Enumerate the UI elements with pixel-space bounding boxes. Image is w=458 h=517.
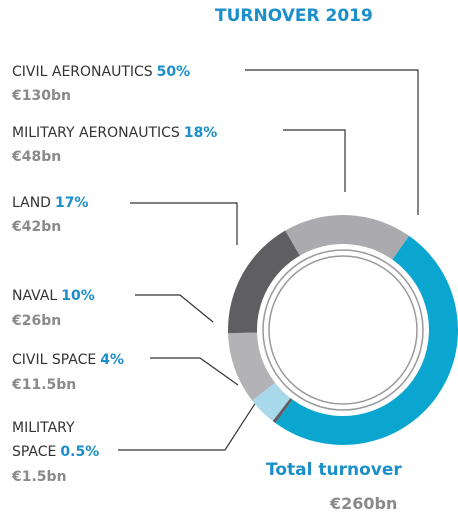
leader-line (283, 129, 346, 192)
leader-line (130, 202, 238, 245)
percent-label: 18% (183, 125, 218, 141)
chart-title: TURNOVER 2019 (215, 6, 373, 26)
category-label: NAVAL 10% (12, 284, 95, 308)
total-label: Total turnover (266, 460, 402, 480)
leader-line (245, 69, 419, 215)
category-label: CIVIL AERONAUTICS 50% (12, 60, 190, 84)
inner-ring (262, 249, 424, 411)
category-name: MILITARY AERONAUTICS (12, 125, 180, 141)
leader-line (135, 294, 214, 323)
percent-label: 50% (156, 64, 191, 80)
category-name: CIVIL AERONAUTICS (12, 64, 153, 80)
amount-label: €42bn (12, 219, 62, 235)
amount-label: €11.5bn (12, 377, 77, 393)
category-label: LAND 17% (12, 191, 88, 215)
category-name: NAVAL (12, 288, 58, 304)
percent-label: 10% (61, 288, 95, 304)
leader-line (118, 401, 257, 451)
donut-segment (252, 382, 291, 421)
amount-label: €1.5bn (12, 469, 67, 485)
amount-label: €26bn (12, 313, 62, 329)
category-name: MILITARY SPACE (12, 420, 75, 460)
inner-ring (268, 255, 418, 405)
category-name: CIVIL SPACE (12, 352, 97, 368)
donut-segment (285, 214, 409, 260)
total-value: €260bn (330, 494, 398, 513)
percent-label: 0.5% (60, 444, 100, 460)
percent-label: 4% (100, 352, 125, 368)
donut-segment (228, 332, 276, 401)
category-label: MILITARY SPACE 0.5% (12, 416, 122, 464)
donut-segment (227, 230, 300, 334)
category-label: CIVIL SPACE 4% (12, 348, 124, 372)
donut-segment (272, 398, 293, 424)
leader-line (150, 357, 239, 386)
amount-label: €48bn (12, 149, 62, 165)
percent-label: 17% (54, 195, 89, 211)
amount-label: €130bn (12, 88, 71, 104)
category-name: LAND (12, 195, 51, 211)
donut-segment (275, 235, 458, 446)
leader-lines (118, 69, 419, 451)
category-label: MILITARY AERONAUTICS 18% (12, 121, 217, 145)
